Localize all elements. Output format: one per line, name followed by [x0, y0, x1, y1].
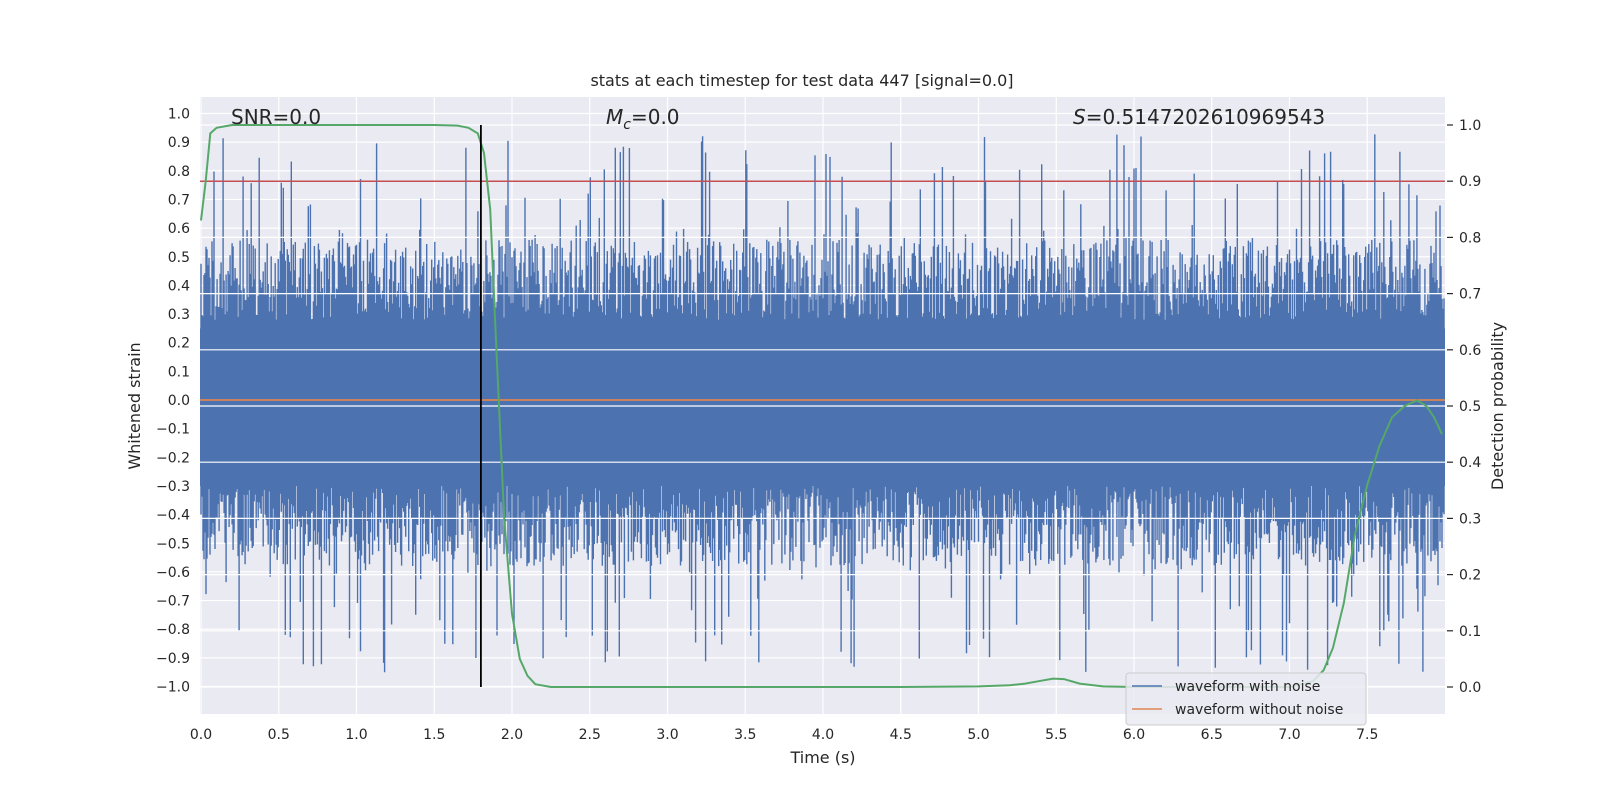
- score-value: =0.5147202610969543: [1086, 105, 1325, 129]
- x-tick-label: 4.0: [812, 727, 834, 743]
- x-tick-label: 1.5: [423, 727, 445, 743]
- y-left-tick-label: 0.5: [168, 250, 190, 266]
- y-left-tick-label: 0.7: [168, 192, 190, 208]
- x-axis-ticks: 0.0 0.5 1.0 1.5 2.0 2.5 3.0 3.5 4.0 4.5 5.0 5.5 6.0 6…: [190, 727, 1379, 743]
- y-right-tick-label: 0.2: [1459, 568, 1481, 584]
- y-right-tick-label: 0.5: [1459, 399, 1481, 415]
- y-left-tick-label: 0.9: [168, 135, 190, 151]
- x-tick-label: 3.5: [734, 727, 756, 743]
- y-right-tick-label: 0.6: [1459, 343, 1481, 359]
- y-left-tick-label: −1.0: [156, 680, 190, 696]
- y-left-tick-label: 0.1: [168, 364, 190, 380]
- x-tick-label: 2.0: [501, 727, 523, 743]
- y-left-tick-label: −0.1: [156, 422, 190, 438]
- y-right-tick-label: 0.8: [1459, 230, 1481, 246]
- y-right-tick-label: 0.9: [1459, 174, 1481, 190]
- x-tick-label: 7.5: [1356, 727, 1378, 743]
- x-tick-label: 0.0: [190, 727, 212, 743]
- x-tick-label: 5.5: [1045, 727, 1067, 743]
- x-tick-label: 1.0: [345, 727, 367, 743]
- y-left-tick-label: 0.0: [168, 393, 190, 409]
- y-left-tick-label: −0.5: [156, 536, 190, 552]
- x-tick-label: 5.0: [967, 727, 989, 743]
- y-left-tick-label: 0.8: [168, 164, 190, 180]
- chirp-mass-annotation: Mc=0.0: [606, 105, 680, 133]
- series-waveform-with-noise: [200, 134, 1445, 673]
- y-right-axis-label: Detection probability: [1488, 322, 1507, 490]
- y-left-tick-label: −0.4: [156, 508, 190, 524]
- legend-label-clean: waveform without noise: [1175, 702, 1343, 718]
- y-left-tick-label: −0.6: [156, 565, 190, 581]
- y-right-axis-ticks: 1.0 0.9 0.8 0.7 0.6 0.5 0.4 0.3 0.2 0.1 0.0: [1447, 118, 1481, 696]
- legend: waveform with noise waveform without noi…: [1125, 672, 1367, 726]
- y-left-tick-label: 0.6: [168, 221, 190, 237]
- chart-title: stats at each timestep for test data 447…: [590, 71, 1013, 90]
- score-symbol: S: [1073, 105, 1086, 129]
- y-right-tick-label: 0.0: [1459, 680, 1481, 696]
- y-left-axis-label: Whitened strain: [125, 342, 144, 469]
- y-left-tick-label: −0.2: [156, 450, 190, 466]
- y-left-tick-label: −0.3: [156, 479, 190, 495]
- series-detection-probability: [200, 124, 1443, 688]
- x-tick-label: 3.0: [656, 727, 678, 743]
- y-right-tick-label: 1.0: [1459, 118, 1481, 134]
- strain-core: [200, 328, 1445, 486]
- x-tick-label: 7.0: [1278, 727, 1300, 743]
- y-left-tick-label: 0.3: [168, 307, 190, 323]
- x-axis-label: Time (s): [789, 748, 855, 767]
- y-right-tick-label: 0.7: [1459, 287, 1481, 303]
- y-left-tick-label: 1.0: [168, 107, 190, 123]
- x-tick-label: 4.5: [890, 727, 912, 743]
- snr-annotation: SNR=0.0: [231, 105, 321, 129]
- y-left-tick-label: 0.2: [168, 336, 190, 352]
- y-right-tick-label: 0.3: [1459, 511, 1481, 527]
- y-right-tick-label: 0.4: [1459, 455, 1481, 471]
- x-tick-label: 2.5: [579, 727, 601, 743]
- chirp-mass-subscript: c: [623, 117, 631, 133]
- score-annotation: S=0.5147202610969543: [1073, 105, 1325, 129]
- y-left-tick-label: −0.7: [156, 594, 190, 610]
- legend-box: [1125, 672, 1367, 726]
- x-tick-label: 0.5: [268, 727, 290, 743]
- chirp-mass-symbol: M: [606, 105, 623, 129]
- x-tick-label: 6.5: [1201, 727, 1223, 743]
- y-right-tick-label: 0.1: [1459, 624, 1481, 640]
- y-left-tick-label: −0.8: [156, 622, 190, 638]
- x-tick-label: 6.0: [1123, 727, 1145, 743]
- legend-label-noise: waveform with noise: [1175, 679, 1320, 695]
- chirp-mass-value: =0.0: [631, 105, 680, 129]
- y-left-tick-label: −0.9: [156, 651, 190, 667]
- y-left-axis-ticks: 1.0 0.9 0.8 0.7 0.6 0.5 0.4 0.3 0.2 0.1 0.0 −0.1 −0.…: [156, 107, 190, 696]
- y-left-tick-label: 0.4: [168, 278, 190, 294]
